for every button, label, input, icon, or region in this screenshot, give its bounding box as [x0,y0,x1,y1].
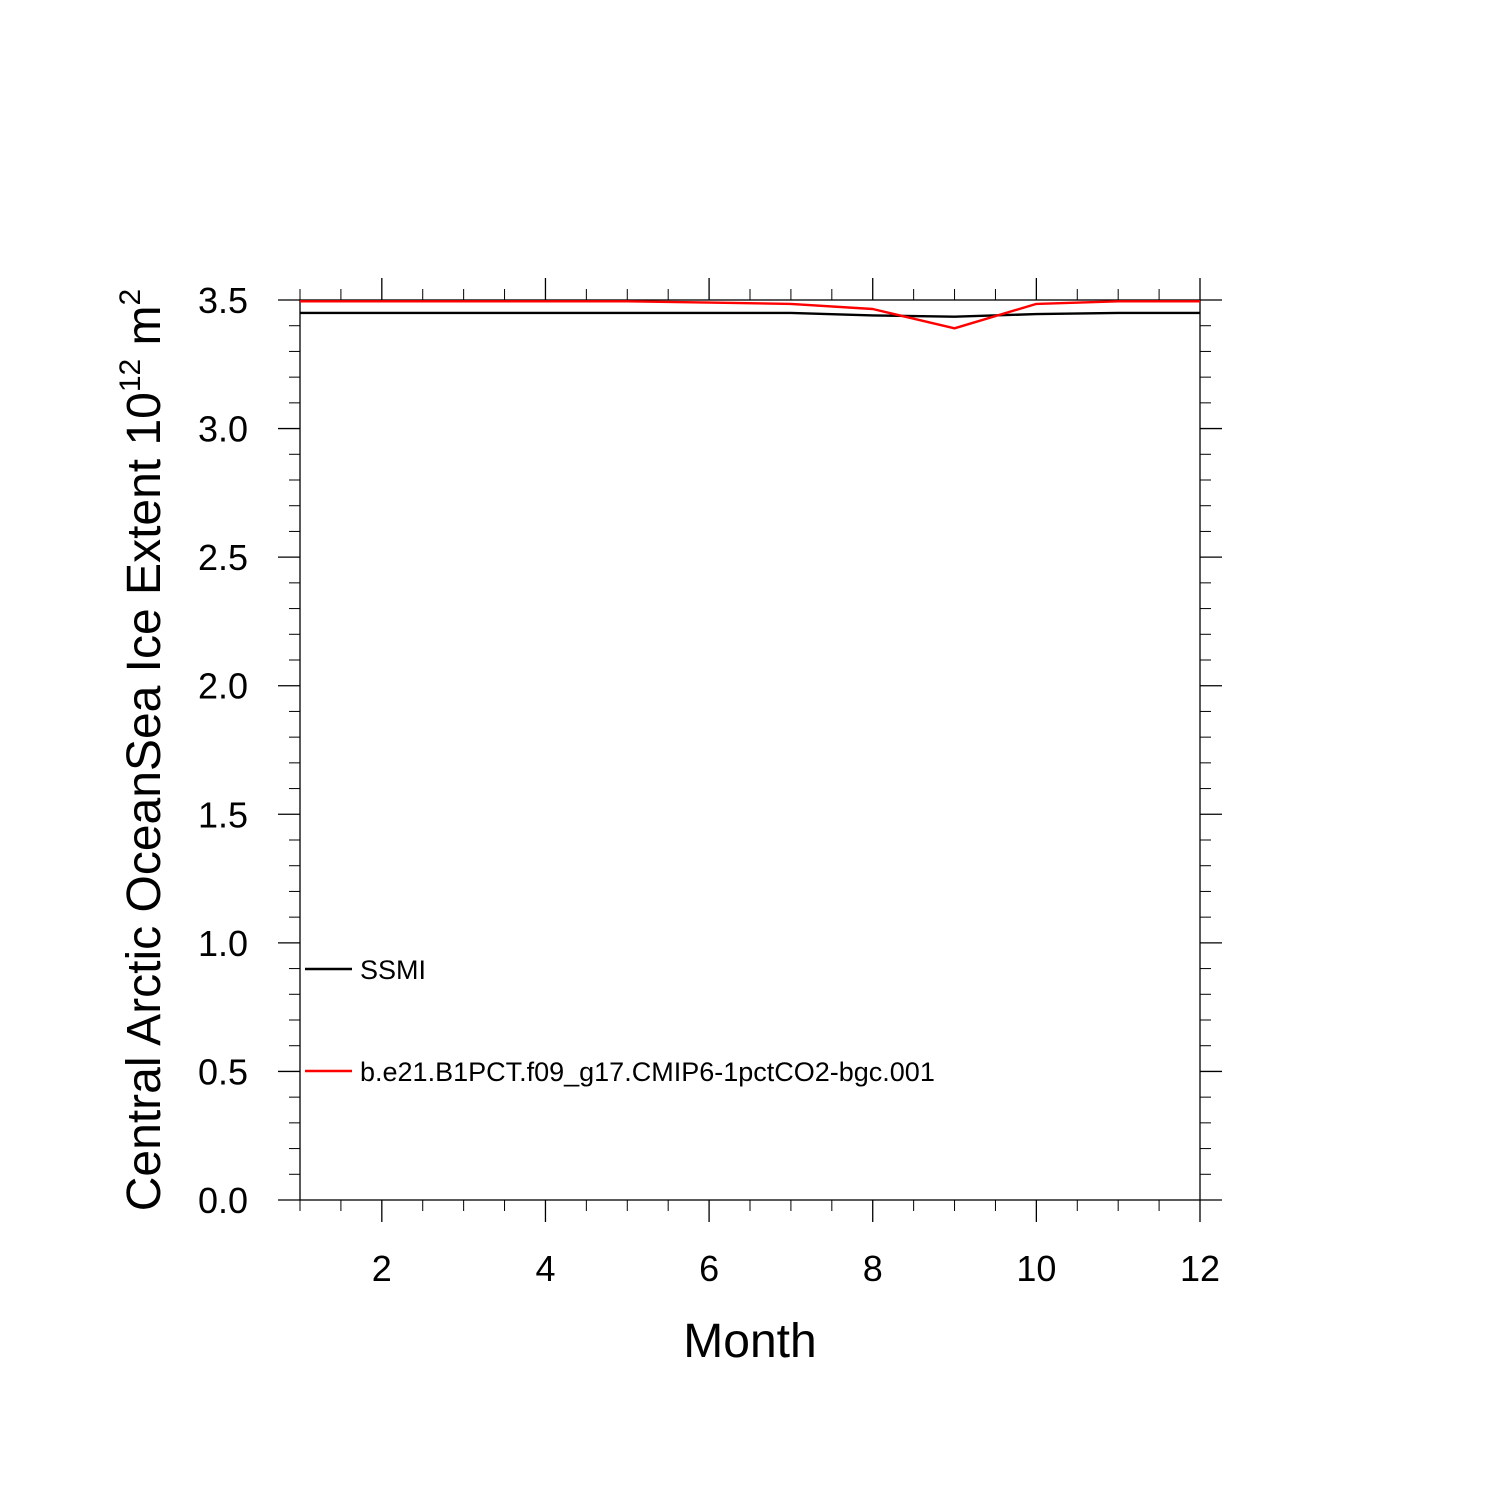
y-tick-label: 2.5 [198,537,248,578]
major-ticks [278,278,1222,1222]
series-lines [300,300,1200,330]
y-tick-label: 3.5 [198,280,248,321]
legend-label-1: b.e21.B1PCT.f09_g17.CMIP6-1pctCO2-bgc.00… [360,1057,935,1087]
series-line-0 [300,311,1200,318]
x-tick-label: 12 [1180,1248,1220,1289]
x-tick-label: 6 [699,1248,719,1289]
x-tick-label: 4 [535,1248,555,1289]
x-tick-label: 2 [372,1248,392,1289]
y-axis-title-exponent: 12 [114,359,147,392]
y-axis-title-unit-exponent: 2 [114,289,147,306]
y-tick-labels: 0.0 0.5 1.0 1.5 2.0 2.5 3.0 3.5 [198,280,248,1221]
x-tick-label: 8 [863,1248,883,1289]
y-tick-label: 0.0 [198,1180,248,1221]
y-axis-title-unit: m [118,305,171,358]
y-tick-label: 3.0 [198,409,248,450]
series-line-1 [300,300,1200,330]
y-tick-label: 2.0 [198,666,248,707]
y-tick-label: 1.5 [198,794,248,835]
minor-ticks [289,289,1211,1211]
y-axis-title: Central Arctic OceanSea Ice Extent 1012 … [114,289,171,1211]
y-axis-title-main: Central Arctic OceanSea Ice Extent 10 [118,392,171,1211]
x-tick-label: 10 [1016,1248,1056,1289]
y-tick-label: 0.5 [198,1051,248,1092]
x-tick-labels: 2 4 6 8 10 12 [372,1248,1220,1289]
x-axis-title: Month [683,1315,816,1368]
y-tick-label: 1.0 [198,923,248,964]
legend: SSMI b.e21.B1PCT.f09_g17.CMIP6-1pctCO2-bg… [305,955,935,1087]
legend-label-0: SSMI [360,955,426,985]
